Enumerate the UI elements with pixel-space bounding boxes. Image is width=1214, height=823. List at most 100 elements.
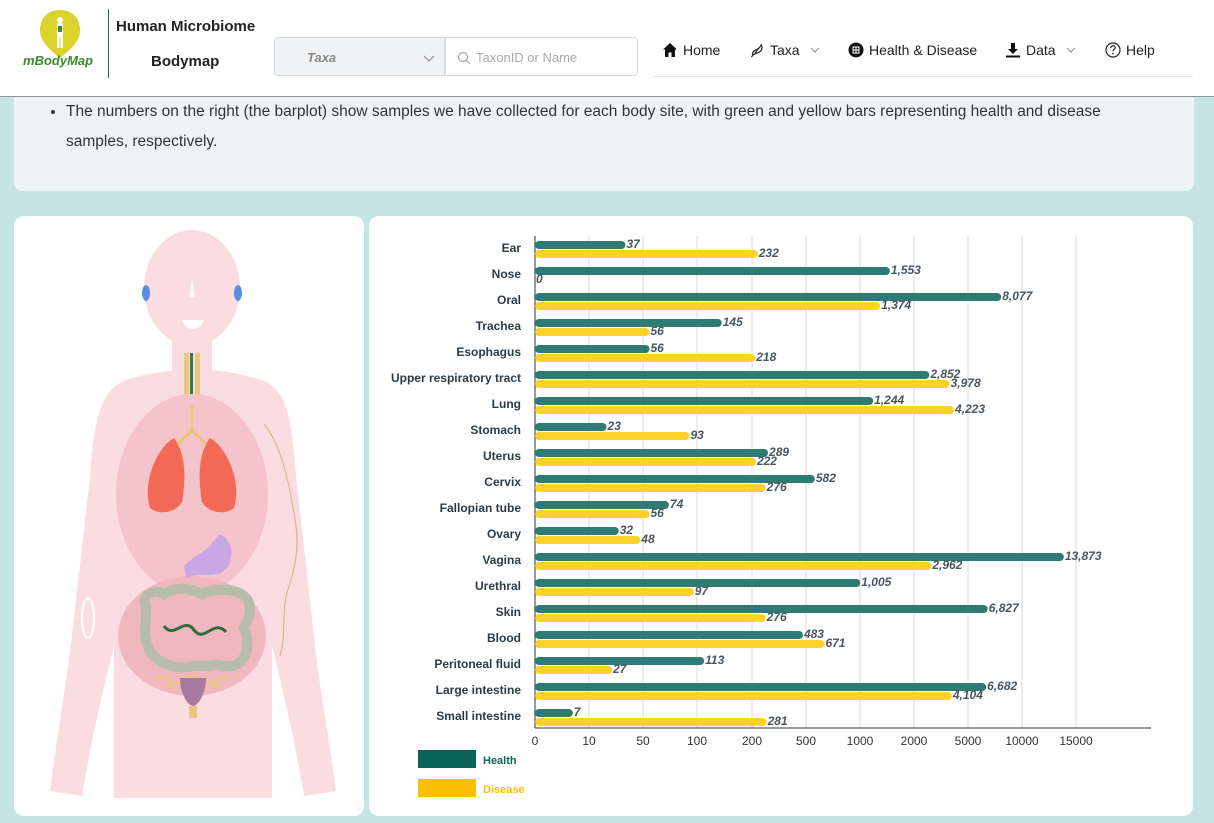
health-bar[interactable] [535, 683, 986, 691]
nav-data[interactable]: Data [1005, 38, 1081, 62]
disease-bar[interactable] [535, 510, 649, 518]
health-bar[interactable] [535, 267, 890, 275]
category-label: Skin [496, 605, 521, 619]
disease-bar[interactable] [535, 406, 954, 414]
health-bar[interactable] [535, 449, 768, 457]
vagina-organ[interactable] [189, 706, 197, 718]
disease-value-label: 27 [612, 662, 628, 676]
x-tick-label: 5000 [955, 734, 982, 748]
ovary-organ[interactable] [167, 683, 173, 689]
category-label: Cervix [484, 475, 521, 489]
disease-bar[interactable] [535, 380, 950, 388]
nav-home[interactable]: Home [662, 38, 720, 62]
nav-health-disease[interactable]: Health & Disease [848, 38, 977, 62]
info-panel: The numbers on the right (the barplot) s… [14, 97, 1194, 191]
health-bar[interactable] [535, 345, 649, 353]
category-label: Stomach [470, 423, 521, 437]
disease-value-label: 3,978 [951, 376, 981, 390]
ear-organ[interactable] [234, 285, 242, 301]
health-value-label: 6,682 [987, 679, 1017, 693]
legend-label: Disease [483, 784, 525, 796]
category-label: Fallopian tube [440, 501, 522, 515]
disease-bar[interactable] [535, 328, 649, 336]
health-value-label: 8,077 [1002, 289, 1033, 303]
search-input[interactable] [476, 48, 626, 66]
health-value-label: 1,553 [891, 263, 921, 277]
esophagus-organ[interactable] [190, 353, 193, 397]
x-tick-label: 10000 [1005, 734, 1039, 748]
trachea-organ[interactable] [195, 353, 200, 397]
health-bar[interactable] [535, 423, 607, 431]
x-tick-label: 1000 [847, 734, 874, 748]
search-type-select[interactable]: Taxa [274, 37, 445, 76]
disease-bar[interactable] [535, 692, 952, 700]
category-label: Vagina [482, 553, 521, 567]
disease-bar[interactable] [535, 354, 755, 362]
nav-health-label: Health & Disease [869, 42, 977, 58]
health-bar[interactable] [535, 553, 1064, 561]
disease-value-label: 4,223 [954, 402, 985, 416]
disease-bar[interactable] [535, 718, 767, 726]
disease-bar[interactable] [535, 562, 931, 570]
disease-bar[interactable] [535, 302, 880, 310]
health-value-label: 1,244 [874, 393, 904, 407]
category-label: Trachea [476, 319, 522, 333]
health-bar[interactable] [535, 241, 625, 249]
health-value-label: 483 [803, 627, 824, 641]
disease-bar[interactable] [535, 640, 824, 648]
health-bar[interactable] [535, 527, 619, 535]
nav-home-label: Home [683, 42, 720, 58]
health-value-label: 56 [650, 341, 664, 355]
disease-value-label: 2,962 [931, 558, 962, 572]
chevron-down-icon [422, 51, 436, 65]
health-bar[interactable] [535, 293, 1001, 301]
health-value-label: 37 [626, 237, 641, 251]
ear-organ[interactable] [142, 285, 150, 301]
health-bar[interactable] [535, 397, 873, 405]
category-label: Esophagus [456, 345, 521, 359]
disease-bar[interactable] [535, 458, 756, 466]
health-bar[interactable] [535, 605, 988, 613]
disease-bar[interactable] [535, 588, 694, 596]
category-label: Small intestine [436, 709, 521, 723]
x-tick-label: 2000 [901, 734, 928, 748]
category-label: Ovary [487, 527, 521, 541]
disease-value-label: 276 [766, 480, 787, 494]
brand-subtitle: Bodymap [151, 53, 219, 70]
health-bar[interactable] [535, 709, 573, 717]
category-label: Ear [502, 241, 522, 255]
health-bar[interactable] [535, 501, 669, 509]
header: mBodyMap Human Microbiome Bodymap Taxa H… [0, 0, 1214, 97]
disease-bar[interactable] [535, 250, 758, 258]
disease-value-label: 222 [756, 454, 777, 468]
nav-taxa[interactable]: Taxa [750, 38, 825, 62]
health-value-label: 13,873 [1065, 549, 1102, 563]
ovary-organ[interactable] [213, 683, 219, 689]
category-label: Nose [492, 267, 522, 281]
health-value-label: 7 [574, 705, 582, 719]
main-nav: Home Taxa Health & Disease Data Help [653, 34, 1193, 77]
disease-bar[interactable] [535, 484, 766, 492]
health-bar[interactable] [535, 371, 929, 379]
health-bar[interactable] [535, 319, 722, 327]
disease-value-label: 48 [640, 532, 655, 546]
chevron-down-icon [810, 45, 820, 55]
health-bar[interactable] [535, 631, 803, 639]
health-value-label: 23 [607, 419, 622, 433]
disease-value-label: 276 [766, 610, 787, 624]
disease-value-label: 97 [695, 584, 710, 598]
disease-bar[interactable] [535, 666, 612, 674]
disease-bar[interactable] [535, 614, 766, 622]
disease-bar[interactable] [535, 536, 640, 544]
x-tick-label: 10 [582, 734, 596, 748]
trachea-organ[interactable] [184, 353, 189, 397]
category-label: Lung [492, 397, 521, 411]
disease-value-label: 218 [755, 350, 776, 364]
nav-help[interactable]: Help [1105, 38, 1155, 62]
nav-help-label: Help [1126, 42, 1155, 58]
disease-bar[interactable] [535, 432, 689, 440]
category-label: Upper respiratory tract [391, 371, 521, 385]
x-tick-label: 100 [687, 734, 707, 748]
health-value-label: 582 [816, 471, 836, 485]
search-box[interactable] [445, 37, 638, 76]
